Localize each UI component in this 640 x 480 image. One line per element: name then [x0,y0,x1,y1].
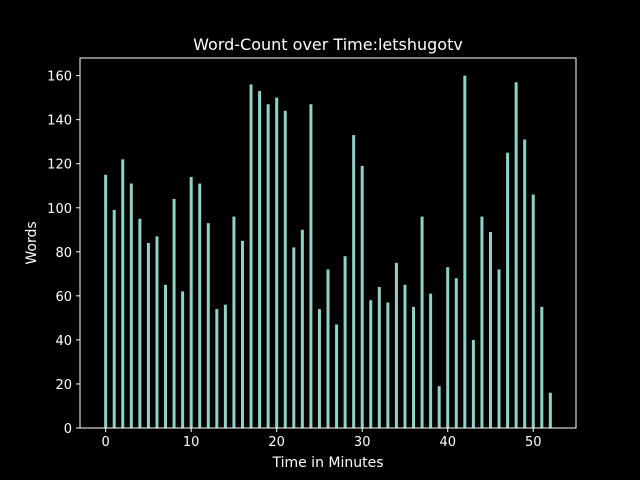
bar [223,304,227,428]
bar [300,229,304,428]
bar [394,262,398,428]
y-axis-label: Words [24,221,40,264]
y-tick-label: 160 [47,70,72,85]
bar [215,309,219,428]
bar [437,386,441,428]
bar [420,216,424,428]
bar [377,287,381,428]
bar [514,82,518,428]
bar [540,306,544,428]
bar [146,243,150,428]
bar [104,174,108,428]
y-tick-label: 60 [55,290,72,305]
bar [249,84,253,428]
bar [412,306,416,428]
x-tick-label: 0 [102,435,110,450]
bar [369,300,373,428]
bar [232,216,236,428]
bar [480,216,484,428]
bar [121,159,125,429]
bar [446,267,450,428]
bar [488,231,492,428]
y-tick-label: 80 [55,246,72,261]
bar [360,165,364,428]
bar [454,278,458,428]
x-axis-label: Time in Minutes [271,455,383,471]
bar [164,284,168,428]
bar [198,183,202,428]
bar [258,91,262,429]
bar [172,198,176,428]
bar [548,392,552,428]
bar [292,247,296,428]
bar [335,324,339,428]
bar [317,309,321,428]
y-tick-label: 120 [47,158,72,173]
bar [181,291,185,428]
x-tick-label: 40 [439,435,456,450]
bar [531,194,535,428]
y-tick-label: 40 [55,334,72,349]
bar [240,240,244,428]
bar [112,209,116,428]
bar [403,284,407,428]
bars-group [104,75,552,429]
bar [497,269,501,428]
bar [429,293,433,428]
bar [266,104,270,428]
bar [275,97,279,429]
chart-title: Word-Count over Time:letshugotv [193,35,463,54]
bar [206,223,210,428]
y-axis-ticks: 0 20 40 60 80 100 120 140 160 [47,70,80,437]
bar [326,269,330,428]
bar [506,152,510,428]
x-tick-label: 10 [183,435,200,450]
x-axis-ticks: 0 10 20 30 40 50 [102,428,542,450]
plot-frame [79,57,577,429]
bar [343,256,347,428]
y-tick-label: 140 [47,114,72,129]
x-tick-label: 30 [354,435,371,450]
y-tick-label: 100 [47,202,72,217]
x-tick-label: 20 [268,435,285,450]
bar [129,183,133,428]
bar [189,176,193,428]
x-tick-label: 50 [525,435,542,450]
bar [386,302,390,428]
bar [155,236,159,428]
bar [463,75,467,428]
bar [309,104,313,428]
bar [471,339,475,428]
bar [138,218,142,428]
bar [523,139,527,428]
bar [352,135,356,429]
y-tick-label: 0 [64,422,72,437]
y-tick-label: 20 [55,378,72,393]
bar [283,110,287,428]
